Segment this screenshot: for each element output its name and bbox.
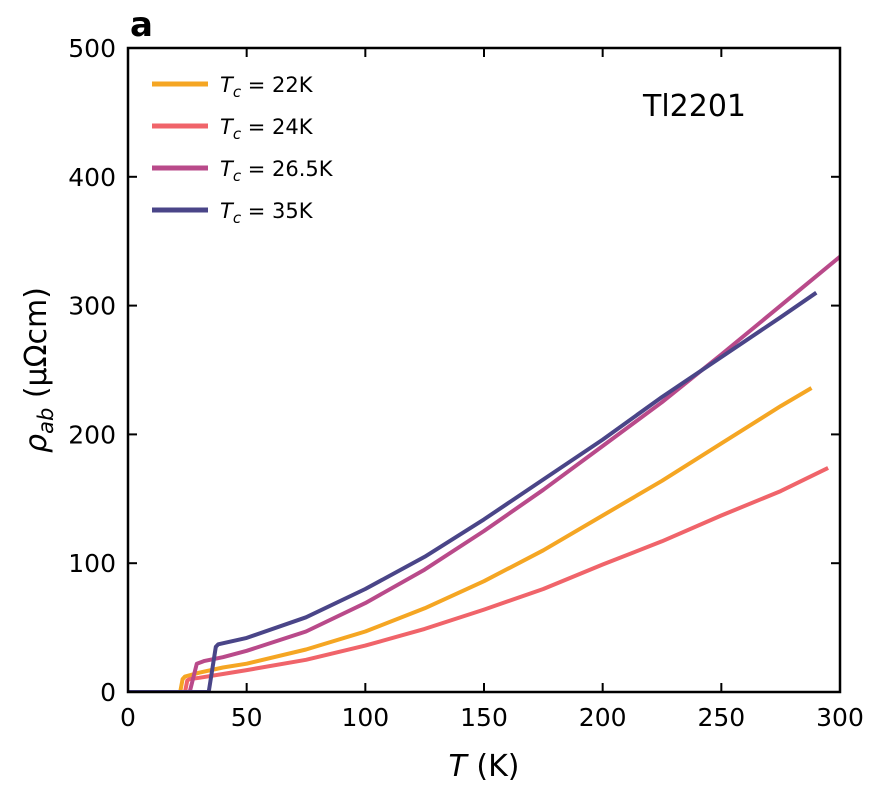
- y-tick-label: 100: [68, 549, 116, 578]
- y-tick-label: 300: [68, 292, 116, 321]
- svg-text:T (K): T (K): [449, 749, 520, 784]
- series-line-1: [128, 386, 813, 692]
- legend: Tc = 22K Tc = 24K Tc = 26.5K Tc = 35K: [152, 73, 334, 227]
- series-line-4: [128, 291, 818, 692]
- y-axis-ticks: 0 100 200 300 400 500: [68, 34, 840, 707]
- x-tick-label: 200: [579, 703, 627, 732]
- svg-text:ρab (μΩcm): ρab (μΩcm): [19, 287, 58, 453]
- y-tick-label: 0: [100, 678, 116, 707]
- y-axis-label: ρab (μΩcm): [19, 287, 58, 453]
- x-tick-label: 100: [341, 703, 389, 732]
- x-tick-label: 150: [460, 703, 508, 732]
- legend-label-3: Tc = 26.5K: [220, 157, 334, 185]
- x-axis-ticks: 0 50 100 150 200 250 300: [120, 48, 864, 732]
- series-line-2: [128, 466, 829, 692]
- y-tick-label: 500: [68, 34, 116, 63]
- x-axis-label: T (K): [449, 749, 520, 784]
- legend-label-1: Tc = 22K: [220, 73, 314, 101]
- y-tick-label: 200: [68, 420, 116, 449]
- legend-label-4: Tc = 35K: [220, 199, 314, 227]
- x-tick-label: 250: [697, 703, 745, 732]
- series-lines: [128, 255, 840, 692]
- x-tick-label: 0: [120, 703, 136, 732]
- series-line-3: [128, 255, 840, 692]
- y-tick-label: 400: [68, 163, 116, 192]
- sample-annotation: Tl2201: [642, 89, 746, 124]
- x-tick-label: 50: [231, 703, 263, 732]
- x-tick-label: 300: [816, 703, 864, 732]
- legend-label-2: Tc = 24K: [220, 115, 314, 143]
- panel-label: a: [130, 5, 153, 45]
- plot-frame: [126, 46, 842, 694]
